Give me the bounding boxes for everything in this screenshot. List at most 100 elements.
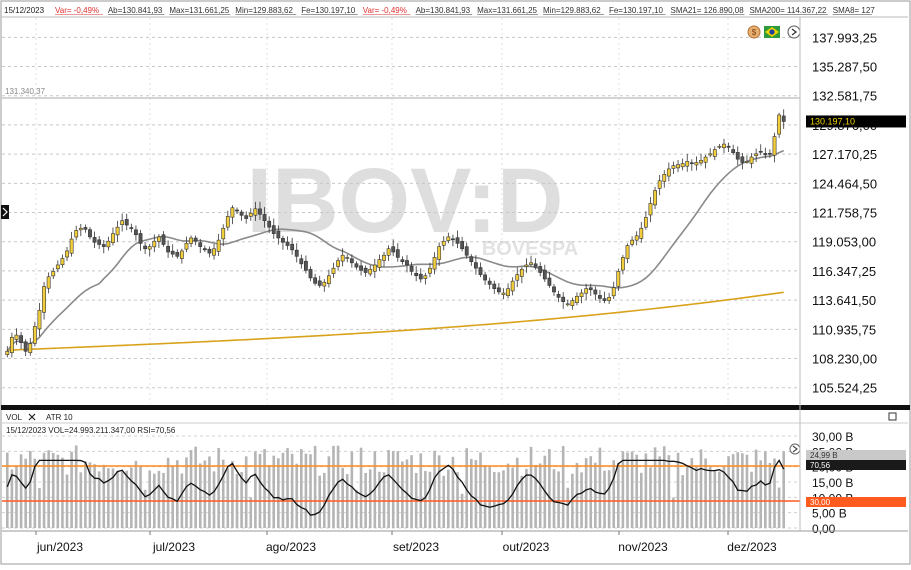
- volume-bar: [267, 464, 271, 528]
- volume-bar: [718, 471, 721, 528]
- volume-bar: [672, 497, 675, 528]
- candle: [542, 264, 547, 282]
- flag-brazil-icon[interactable]: [764, 26, 780, 38]
- candle: [262, 207, 267, 228]
- volume-bar: [387, 449, 390, 528]
- close-icon[interactable]: [28, 413, 36, 421]
- volume-bar: [662, 446, 666, 528]
- candle: [308, 266, 313, 282]
- candle: [106, 236, 111, 251]
- volume-bar: [295, 463, 299, 528]
- candlesticks: [5, 109, 786, 358]
- volume-bar: [704, 458, 707, 528]
- candle: [689, 159, 694, 171]
- candle: [244, 211, 249, 224]
- candle-body-down: [134, 229, 138, 236]
- candle-body-down: [19, 335, 23, 343]
- volume-bar: [529, 446, 533, 528]
- candle: [386, 245, 391, 261]
- candle-body-down: [129, 227, 134, 229]
- candle: [179, 248, 184, 264]
- candle: [685, 153, 690, 172]
- candle: [735, 146, 740, 166]
- candle-body-up: [611, 287, 616, 297]
- candle-body-up: [501, 292, 506, 295]
- volume-bar: [175, 460, 179, 528]
- candle-body-down: [313, 277, 318, 284]
- volume-tick-label: 0,00: [812, 522, 836, 536]
- candle: [23, 339, 28, 357]
- volume-bar: [171, 465, 174, 528]
- candle-body-down: [414, 272, 419, 277]
- candle-body-down: [552, 286, 556, 293]
- candle: [446, 232, 451, 244]
- candle: [588, 283, 593, 296]
- candle-body-up: [115, 226, 120, 236]
- candle: [611, 281, 616, 300]
- candle-body-down: [469, 256, 474, 263]
- tab-vol[interactable]: VOL: [6, 413, 23, 422]
- candle: [400, 256, 405, 265]
- candle: [5, 346, 10, 358]
- candle-body-up: [510, 280, 515, 292]
- volume-bar: [203, 460, 207, 528]
- volume-bar: [561, 446, 565, 528]
- candle-body-up: [152, 240, 157, 248]
- svg-text:$: $: [752, 28, 757, 37]
- candle: [763, 147, 768, 159]
- candle: [111, 227, 115, 246]
- tab-atr[interactable]: ATR 10: [46, 413, 73, 422]
- volume-bar: [272, 455, 276, 528]
- currency-icon[interactable]: $: [747, 25, 761, 39]
- candle: [129, 223, 134, 233]
- lower-arrow-icon[interactable]: [789, 443, 801, 455]
- candle: [740, 152, 745, 170]
- candle-body-up: [37, 309, 42, 330]
- candle: [478, 262, 483, 278]
- volume-bar: [419, 453, 423, 528]
- current-price-label: 130.197,10: [810, 116, 855, 126]
- candle: [533, 258, 538, 270]
- candle: [202, 245, 207, 253]
- candle-body-up: [712, 149, 717, 157]
- volume-bar: [258, 453, 262, 528]
- candle-body-up: [570, 300, 575, 307]
- volume-bar: [470, 458, 473, 528]
- candle: [529, 255, 533, 267]
- header-item: SMA21= 126.890,08: [671, 6, 745, 15]
- candle: [32, 321, 37, 347]
- volume-bar: [28, 450, 32, 528]
- candle: [37, 303, 42, 337]
- candle-body-up: [621, 257, 625, 271]
- arrow-icon[interactable]: [787, 25, 801, 39]
- header-item: Min=129.883,62: [543, 6, 601, 15]
- candle: [212, 244, 216, 260]
- candle-body-down: [547, 277, 552, 286]
- candle: [157, 234, 161, 248]
- volume-bar: [525, 468, 528, 528]
- candle-body-up: [253, 208, 258, 216]
- volume-tag-label: 24,99 B: [810, 451, 838, 460]
- scroll-left-handle[interactable]: [1, 205, 9, 219]
- volume-bar: [277, 458, 280, 528]
- volume-bar: [451, 456, 455, 528]
- volume-bar: [410, 455, 413, 528]
- volume-bar: [327, 456, 331, 528]
- candle-body-up: [639, 227, 644, 239]
- candle-body-down: [198, 242, 203, 247]
- volume-bar: [548, 449, 551, 528]
- candle-body-up: [32, 326, 37, 344]
- volume-bar: [56, 454, 60, 528]
- candle: [722, 138, 726, 154]
- candle: [166, 240, 170, 258]
- candle-body-down: [409, 265, 414, 272]
- candle: [83, 224, 88, 233]
- candle-body-down: [317, 280, 322, 286]
- rsi-path: [6, 459, 785, 516]
- candle: [281, 235, 285, 250]
- sma200-path: [7, 291, 784, 352]
- candle-body-up: [657, 180, 662, 189]
- volume-bar: [244, 456, 248, 528]
- candle-body-down: [83, 227, 88, 230]
- maximize-icon[interactable]: [888, 412, 897, 421]
